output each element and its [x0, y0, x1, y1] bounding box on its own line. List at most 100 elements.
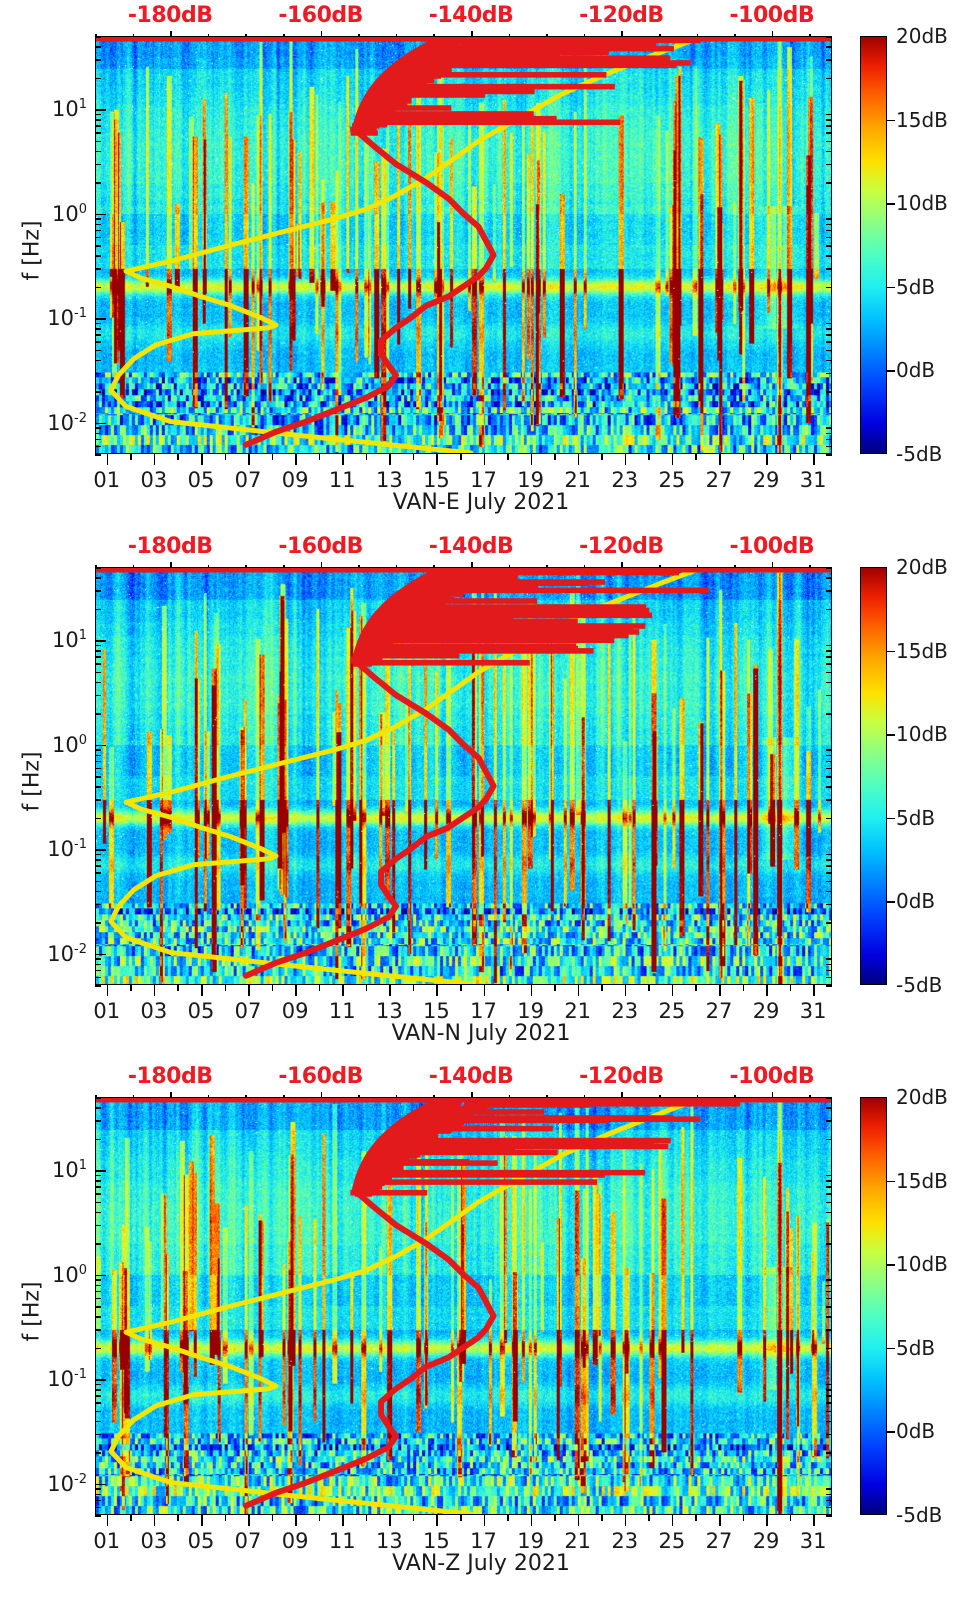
- x-axis-tick: [648, 1515, 650, 1521]
- colorbar-label: -5dB: [896, 973, 943, 997]
- y-axis-tick-minor: [826, 140, 832, 143]
- y-axis-tick-minor: [826, 77, 832, 80]
- y-axis-tick-minor: [95, 1402, 101, 1404]
- x-axis-tick: [295, 985, 297, 996]
- y-axis-label: 101: [51, 628, 87, 653]
- db-axis-label-140: -140dB: [428, 1064, 514, 1089]
- x-axis-tick: [671, 454, 674, 465]
- panel-van-n: -180dB -160dB -140dB -120dB -100dB f [Hz] VA…: [0, 525, 962, 1046]
- y-axis-tick-major: [95, 640, 106, 642]
- x-axis-tick: [483, 985, 486, 996]
- y-axis-tick-minor: [95, 656, 101, 658]
- x-axis-tick: [271, 454, 274, 460]
- y-axis-tick-minor: [826, 656, 832, 658]
- y-axis-tick-minor: [95, 445, 101, 448]
- y-axis-tick-minor: [95, 372, 101, 375]
- db-axis-tick: [320, 562, 323, 571]
- x-axis-tick: [554, 1515, 556, 1521]
- colorbar-label: 0dB: [896, 358, 936, 383]
- y-axis-tick-minor: [95, 77, 101, 80]
- y-axis-tick-minor: [95, 1515, 101, 1517]
- colorbar-label: 15dB: [896, 1168, 948, 1193]
- y-axis-tick-minor: [95, 1297, 101, 1300]
- colorbar-tick: [887, 119, 895, 122]
- x-axis-tick: [624, 985, 627, 996]
- x-axis-tick: [436, 1515, 438, 1526]
- y-axis-tick-minor: [95, 218, 101, 220]
- y-axis-tick-minor: [826, 1097, 832, 1099]
- x-axis-label-day-03: 03: [140, 999, 168, 1023]
- y-axis-tick-minor: [826, 1201, 832, 1204]
- spectrogram-van-e[interactable]: [95, 36, 832, 454]
- x-axis-tick: [200, 985, 203, 996]
- y-axis-tick-minor: [826, 1279, 832, 1281]
- x-axis-tick: [742, 454, 745, 460]
- y-axis-tick-minor: [826, 976, 832, 979]
- x-axis-tick: [106, 985, 109, 996]
- y-axis-tick-minor: [95, 1211, 101, 1214]
- x-axis-tick: [295, 454, 297, 465]
- y-axis-tick-minor: [95, 236, 101, 239]
- y-axis-tick-minor: [95, 608, 101, 611]
- y-axis-tick-minor: [95, 119, 101, 121]
- colorbar-label: 0dB: [896, 889, 936, 914]
- y-axis-tick-minor: [95, 245, 101, 247]
- db-axis-label-140: -140dB: [428, 534, 514, 559]
- y-axis-tick-minor: [826, 1329, 832, 1331]
- x-axis-tick: [318, 454, 321, 460]
- db-axis-label-120: -120dB: [579, 1064, 664, 1089]
- y-axis-tick-minor: [95, 1138, 101, 1141]
- y-axis-tick-minor: [826, 890, 832, 893]
- y-axis-tick-minor: [95, 341, 101, 343]
- y-axis-tick-major: [95, 1170, 106, 1172]
- y-axis-tick-minor: [826, 328, 832, 330]
- y-axis-tick-minor: [826, 1410, 832, 1413]
- y-axis-tick-minor: [826, 865, 832, 867]
- y-axis-tick-minor: [826, 577, 832, 579]
- x-axis-tick: [507, 454, 509, 460]
- y-axis-tick-minor: [95, 963, 101, 966]
- db-axis-tick: [771, 31, 774, 40]
- y-axis-tick-minor: [95, 1420, 101, 1423]
- y-axis-tick-minor: [95, 958, 101, 960]
- y-axis-tick-minor: [826, 985, 832, 987]
- x-axis-tick: [789, 985, 792, 991]
- db-axis-tick: [170, 562, 172, 571]
- y-axis-tick-minor: [95, 359, 101, 362]
- x-axis-tick: [789, 454, 792, 460]
- colorbar-label: 20dB: [896, 1085, 948, 1109]
- y-axis-tick-minor: [95, 890, 101, 893]
- colorbar-van-z: [860, 1097, 887, 1515]
- y-axis-tick-minor: [826, 767, 832, 770]
- x-axis-tick: [742, 985, 745, 991]
- y-axis-tick-minor: [95, 1290, 101, 1293]
- x-axis-tick: [459, 985, 462, 991]
- spectrogram-van-n[interactable]: [95, 567, 832, 985]
- spectrogram-van-z[interactable]: [95, 1097, 832, 1515]
- x-axis-tick: [766, 454, 768, 465]
- colorbar-label: 10dB: [896, 1252, 948, 1277]
- db-axis-tick: [771, 562, 774, 571]
- y-axis-tick-minor: [826, 786, 832, 788]
- colorbar-tick: [887, 817, 895, 820]
- x-axis-tick: [530, 1515, 533, 1526]
- x-axis-label-day-31: 31: [799, 468, 827, 492]
- y-axis-label: 100: [51, 732, 87, 757]
- x-axis-label-day-09: 09: [281, 468, 309, 492]
- x-axis-label-day-19: 19: [517, 1529, 544, 1553]
- y-axis-tick-minor: [826, 1515, 832, 1517]
- y-axis-tick-minor: [95, 36, 101, 38]
- y-axis-tick-minor: [826, 125, 832, 127]
- x-axis-tick: [624, 454, 627, 465]
- y-axis-tick-minor: [95, 969, 101, 972]
- x-axis-tick: [224, 985, 227, 991]
- x-axis-tick: [577, 1515, 580, 1526]
- y-axis-label: 101: [51, 97, 87, 122]
- y-axis-tick-minor: [95, 268, 101, 270]
- x-axis-label-day-01: 01: [93, 999, 121, 1023]
- y-axis-tick-minor: [95, 1506, 101, 1509]
- y-axis-tick-minor: [826, 1284, 832, 1287]
- y-axis-tick-minor: [95, 1284, 101, 1287]
- y-axis-label: 10-2: [47, 941, 87, 966]
- colorbar-tick: [887, 650, 895, 653]
